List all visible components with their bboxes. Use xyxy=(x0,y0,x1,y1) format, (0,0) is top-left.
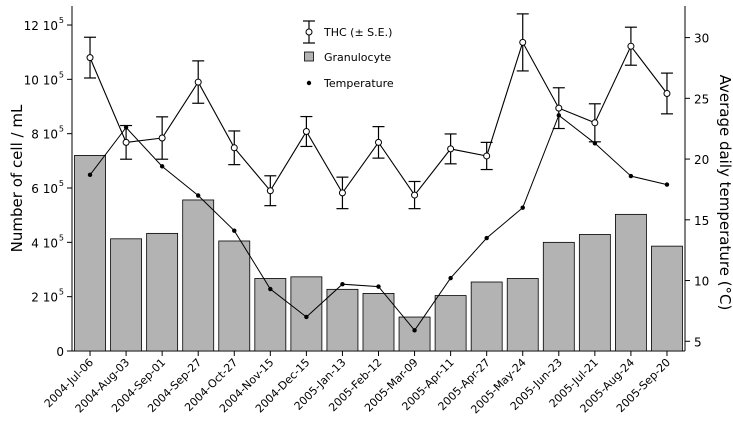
thc-point xyxy=(375,138,382,146)
thc-line xyxy=(89,41,668,197)
y-tick-exponent: 5 xyxy=(59,70,64,79)
bar-granulocyte xyxy=(651,245,683,352)
thc-point xyxy=(158,134,166,142)
legend-granulocyte-label: Granulocyte xyxy=(324,51,391,64)
bar-granulocyte xyxy=(470,281,503,352)
temperature-point xyxy=(196,193,201,198)
legend-thc-label: THC (± S.E.) xyxy=(323,26,392,39)
thc-point xyxy=(122,138,130,146)
y-tick-label: 8 10 xyxy=(31,128,58,142)
temperature-point xyxy=(628,173,634,179)
y-tick-exponent: 5 xyxy=(59,288,64,297)
thc-point xyxy=(483,152,491,160)
thc-point xyxy=(663,89,671,97)
bar-granulocyte xyxy=(578,234,611,352)
bar-granulocyte xyxy=(218,240,251,352)
bar-granulocyte xyxy=(290,276,323,352)
temperature-point xyxy=(484,235,489,241)
y-axis-title: Number of cell / mL xyxy=(8,104,26,252)
y-tick-label: 12 10 xyxy=(24,19,58,33)
bar-granulocyte xyxy=(542,241,575,352)
thc-point xyxy=(411,191,419,199)
temperature-point xyxy=(340,281,345,287)
temperature-point xyxy=(159,164,165,169)
temperature-point xyxy=(448,275,453,281)
bar-granulocyte xyxy=(615,213,647,352)
temperature-point xyxy=(520,205,525,210)
temperature-point xyxy=(376,284,381,289)
thc-point xyxy=(591,119,599,127)
legend-temperature-label: Temperature xyxy=(323,77,394,90)
temperature-point xyxy=(664,182,670,187)
bar-granulocyte xyxy=(362,293,395,352)
y2-tick-label: 20 xyxy=(694,153,709,167)
bar-granulocyte xyxy=(506,278,539,352)
y-tick-label: 4 10 xyxy=(31,236,58,250)
bar-granulocyte xyxy=(110,238,142,352)
y-tick-label: 2 10 xyxy=(31,291,58,305)
y-tick-exponent: 5 xyxy=(59,125,64,134)
legend-temperature-marker xyxy=(306,80,312,86)
thc-point xyxy=(86,54,94,62)
legend-granulocyte-swatch xyxy=(304,51,314,62)
y-tick-label: 0 xyxy=(56,345,64,359)
y2-tick-label: 10 xyxy=(694,275,709,289)
bar-granulocyte xyxy=(74,155,106,352)
y-tick-exponent: 5 xyxy=(59,179,64,188)
y2-tick-label: 5 xyxy=(694,335,702,349)
thc-point xyxy=(555,104,563,112)
thc-point xyxy=(519,38,527,46)
y-tick-label: 10 10 xyxy=(24,73,58,87)
y2-tick-label: 30 xyxy=(694,32,709,46)
thc-point xyxy=(194,78,202,86)
bar-granulocyte xyxy=(146,232,179,352)
y2-tick-label: 15 xyxy=(694,214,709,228)
temperature-point xyxy=(268,286,273,292)
y2-tick-label: 25 xyxy=(694,92,709,106)
thc-point xyxy=(302,128,310,136)
temperature-point xyxy=(87,172,93,178)
temperature-point xyxy=(412,328,417,333)
temperature-point xyxy=(232,228,237,233)
thc-point xyxy=(266,187,274,195)
thc-point xyxy=(447,145,455,153)
temperature-point xyxy=(304,314,309,320)
bar-granulocyte xyxy=(434,295,467,352)
y2-axis-title: Average daily temperature (°C) xyxy=(716,75,733,311)
thc-point xyxy=(230,144,238,152)
bar-granulocyte xyxy=(398,316,431,352)
thc-point xyxy=(338,189,346,197)
y-tick-exponent: 5 xyxy=(59,233,64,242)
y-tick-label: 6 10 xyxy=(31,182,58,196)
legend-thc-marker xyxy=(305,28,313,36)
thc-point xyxy=(627,42,635,50)
bar-granulocyte xyxy=(326,288,359,352)
bar-granulocyte xyxy=(182,199,215,352)
y-tick-exponent: 5 xyxy=(59,16,64,25)
